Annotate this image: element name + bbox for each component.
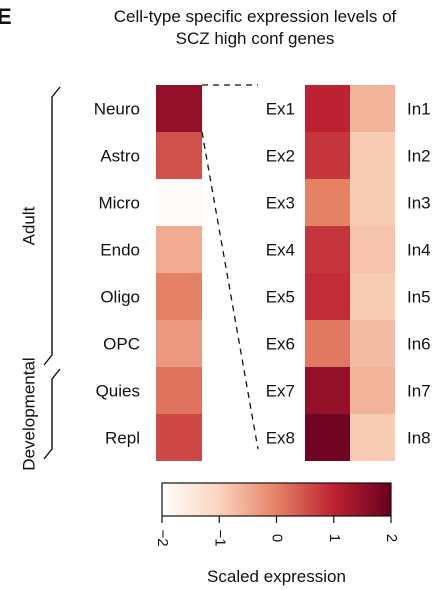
ex-label-ex4: Ex4 xyxy=(266,241,295,260)
colorbar-tick-label: −1 xyxy=(211,529,228,546)
cell-in1 xyxy=(350,85,395,132)
cell-opc xyxy=(156,320,202,367)
row-label-endo: Endo xyxy=(100,241,140,260)
colorbar-label: Scaled expression xyxy=(207,567,346,586)
cell-in8 xyxy=(350,414,395,461)
group-label-adult: Adult xyxy=(19,206,38,245)
cell-ex6 xyxy=(305,320,350,367)
in-label-in3: In3 xyxy=(407,194,431,213)
in-label-in6: In6 xyxy=(407,335,431,354)
colorbar-tick-label: 2 xyxy=(383,534,400,542)
cell-astro xyxy=(156,132,202,179)
group-label-developmental: Developmental xyxy=(19,357,38,470)
left-heatmap: Neuro Astro Micro Endo Oligo OPC Quies Repl xyxy=(94,85,202,461)
chart-title-line-1: Cell-type specific expression levels of xyxy=(113,7,397,26)
colorbar: −2 −1 0 1 2 Scaled expression xyxy=(154,482,400,586)
cell-ex4 xyxy=(305,226,350,273)
colorbar-bar xyxy=(161,482,392,517)
cell-in3 xyxy=(350,179,395,226)
cell-quies xyxy=(156,367,202,414)
cell-in4 xyxy=(350,226,395,273)
cell-ex1 xyxy=(305,85,350,132)
cell-micro xyxy=(156,179,202,226)
cell-in6 xyxy=(350,320,395,367)
connector-bottom xyxy=(201,131,259,450)
bracket-developmental xyxy=(43,368,61,460)
row-label-quies: Quies xyxy=(96,382,140,401)
ex-label-ex5: Ex5 xyxy=(266,288,295,307)
cell-ex5 xyxy=(305,273,350,320)
cell-endo xyxy=(156,226,202,273)
in-label-in5: In5 xyxy=(407,288,431,307)
ex-label-ex1: Ex1 xyxy=(266,100,295,119)
right-heatmap: Ex1 In1 Ex2 In2 Ex3 In3 Ex4 In4 Ex5 In5 Ex6 In6 Ex7 I… xyxy=(266,85,431,461)
bracket-adult xyxy=(43,86,61,366)
colorbar-tick-label: −2 xyxy=(154,529,171,546)
ex-label-ex3: Ex3 xyxy=(266,194,295,213)
cell-repl xyxy=(156,414,202,461)
colorbar-tick-label: 0 xyxy=(269,534,286,542)
chart-title-line-2: SCZ high conf genes xyxy=(175,29,335,48)
cell-oligo xyxy=(156,273,202,320)
in-label-in1: In1 xyxy=(407,100,431,119)
row-label-astro: Astro xyxy=(100,147,140,166)
in-label-in8: In8 xyxy=(407,429,431,448)
cell-ex8 xyxy=(305,414,350,461)
zoom-connectors xyxy=(201,84,259,450)
cell-ex2 xyxy=(305,132,350,179)
colorbar-tick-label: 1 xyxy=(326,534,343,542)
cell-in7 xyxy=(350,367,395,414)
cell-ex3 xyxy=(305,179,350,226)
ex-label-ex6: Ex6 xyxy=(266,335,295,354)
row-label-repl: Repl xyxy=(105,429,140,448)
chart-title: Cell-type specific expression levels of … xyxy=(60,6,443,50)
cell-in2 xyxy=(350,132,395,179)
row-label-micro: Micro xyxy=(98,194,140,213)
ex-label-ex8: Ex8 xyxy=(266,429,295,448)
in-label-in2: In2 xyxy=(407,147,431,166)
ex-label-ex2: Ex2 xyxy=(266,147,295,166)
row-label-opc: OPC xyxy=(103,335,140,354)
row-label-oligo: Oligo xyxy=(100,288,140,307)
panel-letter: E xyxy=(0,4,12,29)
in-label-in7: In7 xyxy=(407,382,431,401)
in-label-in4: In4 xyxy=(407,241,431,260)
cell-in5 xyxy=(350,273,395,320)
cell-ex7 xyxy=(305,367,350,414)
cell-neuro xyxy=(156,85,202,132)
ex-label-ex7: Ex7 xyxy=(266,382,295,401)
row-label-neuro: Neuro xyxy=(94,100,140,119)
group-brackets: Adult Developmental xyxy=(19,86,61,471)
